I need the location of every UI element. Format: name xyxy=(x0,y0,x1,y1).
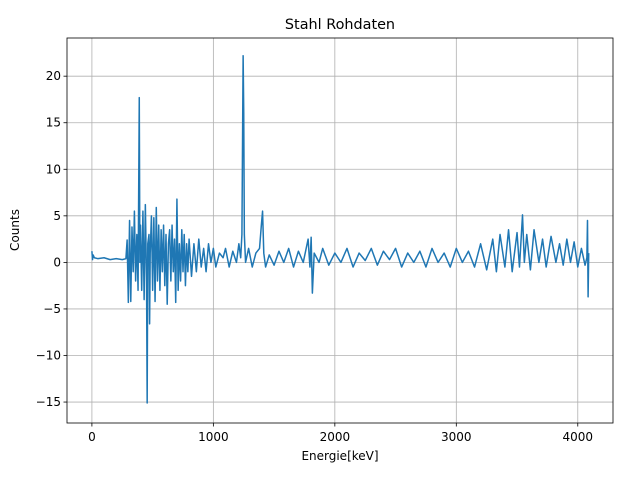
y-tick-label: 15 xyxy=(46,116,61,130)
y-tick-label: −15 xyxy=(36,395,61,409)
y-tick-label: −10 xyxy=(36,348,61,362)
plot-frame xyxy=(66,37,614,424)
y-axis-label: Counts xyxy=(8,209,22,251)
y-tick-label: 0 xyxy=(53,255,61,269)
x-tick-label: 1000 xyxy=(198,430,229,444)
x-tick-label: 3000 xyxy=(441,430,472,444)
x-tick-label: 4000 xyxy=(563,430,594,444)
x-axis-label: Energie[keV] xyxy=(301,449,378,463)
chart-title: Stahl Rohdaten xyxy=(285,17,395,33)
y-tick-label: −5 xyxy=(43,302,61,316)
y-tick-label: 20 xyxy=(46,69,61,83)
x-tick-label: 2000 xyxy=(320,430,351,444)
y-tick-label: 10 xyxy=(46,162,61,176)
y-tick-label: 5 xyxy=(53,209,61,223)
x-tick-label: 0 xyxy=(88,430,96,444)
data-line xyxy=(91,54,590,404)
